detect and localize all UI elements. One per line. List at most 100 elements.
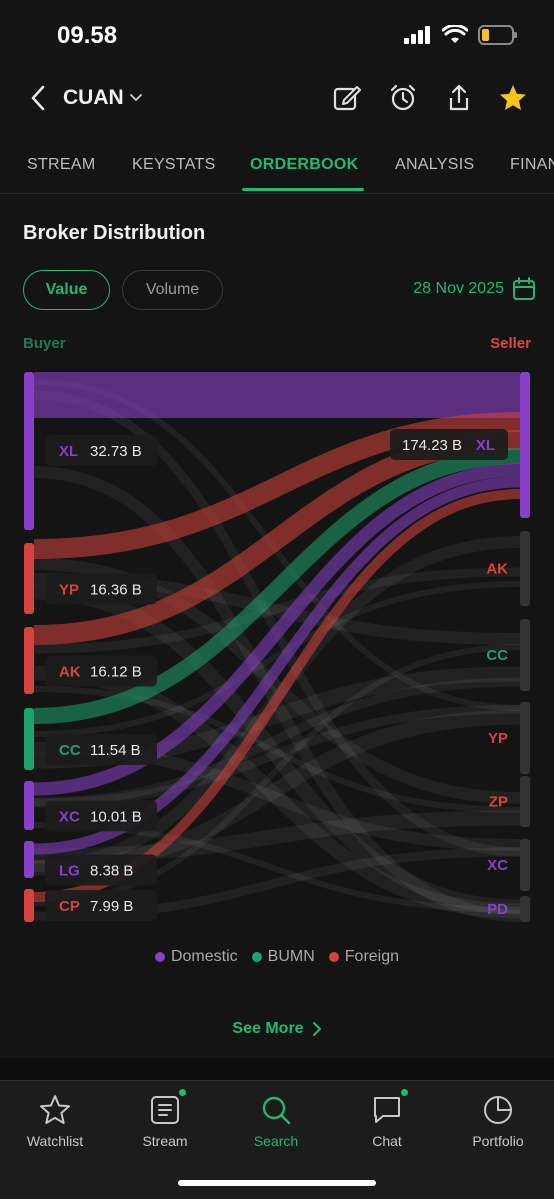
legend-bumn: BUMN: [251, 948, 315, 966]
active-tab-indicator: [242, 188, 364, 191]
nav-chat-label: Chat: [372, 1133, 402, 1149]
background-flow: [33, 567, 521, 654]
back-icon[interactable]: [26, 84, 52, 112]
seller-bar-zp[interactable]: [520, 776, 530, 827]
background-flow: [33, 704, 521, 808]
seller-labels: 174.23 B XL AK CC YP ZP XC PD: [390, 429, 508, 918]
nav-portfolio-label: Portfolio: [472, 1133, 524, 1149]
bottom-nav: Watchlist Stream Search Chat Portfolio: [0, 1080, 554, 1199]
value-toggle-button[interactable]: Value: [23, 270, 110, 310]
seller-label: Seller: [490, 335, 531, 352]
buyer-code: AK: [59, 664, 81, 681]
buyer-bar-ak[interactable]: [24, 627, 34, 694]
see-more-link[interactable]: See More: [0, 1020, 554, 1038]
home-indicator: [178, 1180, 376, 1186]
ticker-selector[interactable]: CUAN: [63, 86, 142, 110]
buyer-code: XC: [59, 809, 80, 826]
chart-legend: Domestic BUMN Foreign: [0, 948, 554, 966]
buyer-bar-xl[interactable]: [24, 372, 34, 530]
tab-orderbook[interactable]: ORDERBOOK: [250, 156, 359, 173]
nav-search-label: Search: [253, 1133, 299, 1149]
status-time: 09.58: [57, 22, 118, 49]
share-icon[interactable]: [444, 83, 474, 113]
buyer-bar-yp[interactable]: [24, 543, 34, 614]
seller-bar-yp[interactable]: [520, 702, 530, 774]
buyer-label: Buyer: [23, 335, 66, 352]
buyer-label-box: [45, 734, 157, 765]
buyer-label-box: [45, 435, 157, 466]
buyer-code: CC: [59, 742, 81, 759]
buyer-bar-cc[interactable]: [24, 708, 34, 770]
domestic-dot: [154, 952, 165, 962]
calendar-icon[interactable]: [512, 277, 536, 301]
seller-code: CC: [486, 647, 508, 664]
buyer-bar-lg[interactable]: [24, 841, 34, 878]
legend-domestic: Domestic: [154, 948, 238, 966]
background-flow: [33, 677, 521, 807]
chevron-right-icon: [312, 1022, 321, 1036]
buyer-bar-cp[interactable]: [24, 889, 34, 922]
wifi-icon: [442, 25, 468, 43]
flow-yp-to-xl: [33, 412, 521, 559]
seller-bar-xc[interactable]: [520, 839, 530, 891]
background-flow: [33, 584, 521, 915]
seller-bars: [520, 372, 530, 922]
favorite-star-icon[interactable]: [498, 83, 528, 113]
tab-financials[interactable]: FINAN: [510, 156, 554, 173]
buyer-bar-xc[interactable]: [24, 781, 34, 830]
broker-sankey-chart: XL 32.73 B YP 16.36 B AK 16.12 B CC 11.54 B XC 10…: [24, 372, 530, 922]
nav-chat[interactable]: Chat: [342, 1089, 432, 1149]
seller-bar-pd[interactable]: [520, 896, 530, 922]
seller-code: XL: [476, 437, 495, 454]
battery-icon: [478, 25, 517, 45]
volume-toggle-button[interactable]: Volume: [122, 270, 223, 310]
tab-keystats[interactable]: KEYSTATS: [132, 156, 216, 173]
date-label[interactable]: 28 Nov 2025: [413, 280, 504, 297]
status-bar: 09.58: [0, 0, 554, 70]
nav-portfolio[interactable]: Portfolio: [453, 1093, 543, 1149]
seller-code: YP: [488, 730, 508, 747]
see-more-label: See More: [232, 1020, 304, 1037]
buyer-bars: [24, 372, 34, 922]
buyer-code: YP: [59, 582, 79, 599]
background-flow: [33, 581, 521, 737]
buyer-label-box: [45, 573, 157, 605]
buyer-value: 10.01 B: [90, 809, 142, 826]
seller-value: 174.23 B: [402, 437, 462, 454]
search-icon: [259, 1093, 293, 1127]
buyer-code: LG: [59, 863, 80, 880]
chat-badge: [401, 1089, 408, 1096]
buyer-value: 11.54 B: [90, 742, 141, 759]
status-icons: [404, 25, 518, 45]
tab-bar: STREAM KEYSTATS ORDERBOOK ANALYSIS FINAN: [0, 140, 554, 194]
tab-analysis[interactable]: ANALYSIS: [395, 156, 475, 173]
seller-bar-xl[interactable]: [520, 372, 530, 518]
buyer-value: 32.73 B: [90, 443, 142, 460]
edit-icon[interactable]: [332, 83, 362, 113]
legend-domestic-label: Domestic: [170, 948, 238, 965]
background-flow: [33, 466, 521, 922]
buyer-value: 7.99 B: [90, 898, 133, 915]
flow-xc-to-xl: [33, 463, 521, 796]
alarm-icon[interactable]: [388, 83, 418, 113]
background-flow: [33, 644, 521, 906]
background-flow: [33, 390, 521, 857]
stream-badge: [179, 1089, 186, 1096]
buyer-value: 16.36 B: [90, 582, 142, 599]
stream-icon: [148, 1089, 186, 1127]
nav-stream-label: Stream: [142, 1133, 188, 1149]
nav-stream[interactable]: Stream: [120, 1089, 210, 1149]
section-divider: [0, 1058, 554, 1080]
seller-bar-ak[interactable]: [520, 531, 530, 606]
nav-watchlist[interactable]: Watchlist: [10, 1093, 100, 1149]
seller-code: ZP: [489, 794, 508, 811]
tab-stream[interactable]: STREAM: [27, 156, 96, 173]
nav-search[interactable]: Search: [231, 1093, 321, 1149]
pie-icon: [481, 1093, 515, 1127]
buyer-label-box: [45, 655, 157, 687]
chat-icon: [370, 1089, 408, 1127]
chevron-down-icon: [129, 94, 142, 102]
ticker-label: CUAN: [63, 86, 124, 109]
seller-bar-cc[interactable]: [520, 619, 530, 691]
buyer-label-box: [45, 890, 157, 921]
